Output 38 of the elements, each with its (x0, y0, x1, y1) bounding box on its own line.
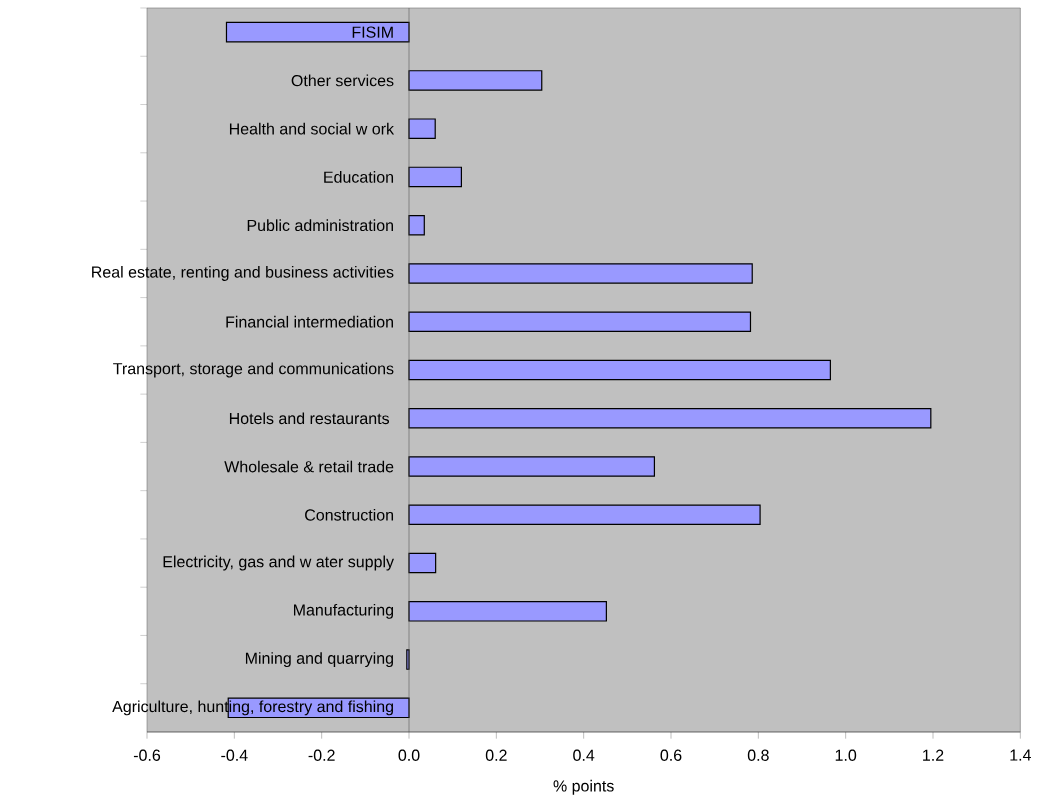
y-tick-label: Education (324, 171, 394, 183)
y-tick-label: Transport, storage and communications (113, 362, 394, 378)
y-tick-label: Real estate, renting and business activities (92, 266, 394, 281)
y-tick-label: Manufacturing (294, 603, 394, 619)
x-tick-label: -0.6 (133, 749, 161, 761)
x-axis-title: % points (553, 779, 614, 795)
bar (408, 408, 932, 429)
bar (408, 263, 753, 284)
y-tick-label: Health and social w ork (229, 122, 395, 135)
y-tick-label: Other services (291, 74, 394, 87)
x-tick-label: 1.4 (1010, 749, 1031, 761)
y-tick-label: Financial intermediation (226, 315, 393, 328)
bar (408, 311, 752, 332)
y-tick-label: Construction (305, 508, 394, 521)
x-tick-label: 0.4 (573, 749, 595, 761)
x-tick-label: -0.4 (221, 749, 248, 761)
bar (225, 21, 410, 43)
x-tick-label: 0.0 (398, 749, 420, 761)
bar (408, 601, 607, 622)
y-tick-label: Hotels and restaurants (229, 412, 390, 425)
bar (408, 359, 831, 381)
bar (408, 166, 462, 188)
bar (408, 504, 761, 526)
y-tick-label: Wholesale & retail trade (224, 460, 394, 473)
bar (408, 118, 436, 139)
y-tick-label: Mining and quarrying (245, 652, 393, 668)
bar (408, 70, 543, 91)
x-tick-label: -0.2 (308, 749, 335, 761)
x-tick-label: 0.2 (485, 749, 507, 761)
x-tick-label: 0.6 (660, 749, 682, 761)
x-tick-label: 1.0 (835, 749, 857, 761)
y-tick-label: FISIM (352, 26, 393, 38)
x-tick-label: 1.2 (923, 749, 944, 761)
y-tick-label: Electricity, gas and w ater supply (163, 555, 394, 571)
bar (408, 552, 437, 574)
x-tick-label: 0.8 (747, 749, 769, 761)
y-tick-label: Public administration (247, 219, 393, 232)
bar (408, 456, 656, 477)
